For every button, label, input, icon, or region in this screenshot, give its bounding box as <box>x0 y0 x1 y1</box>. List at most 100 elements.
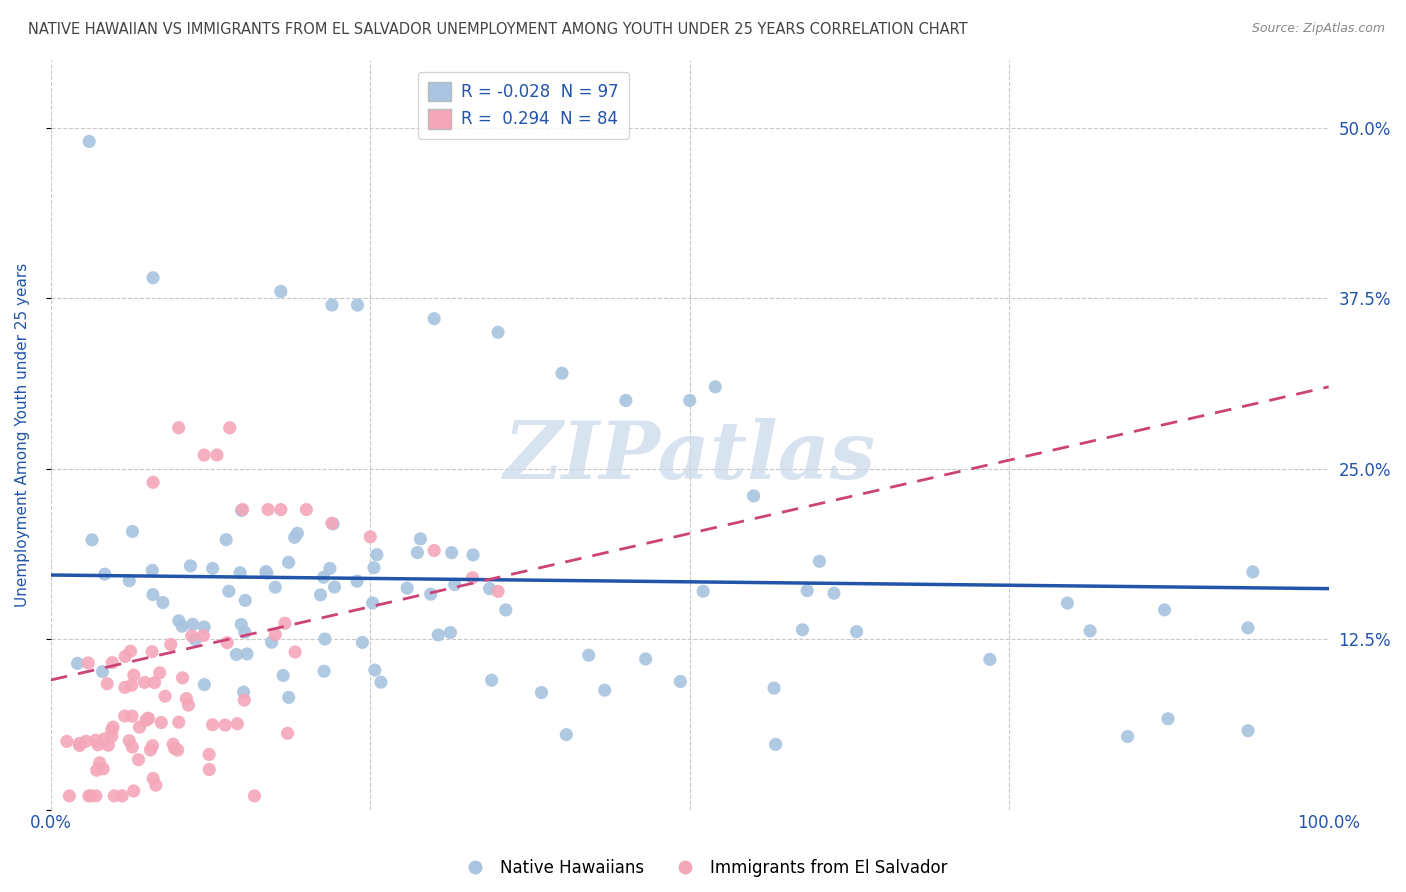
Point <box>111 789 134 803</box>
Point <box>742 489 765 503</box>
Point <box>114 709 136 723</box>
Point <box>1116 730 1139 744</box>
Point <box>101 656 124 670</box>
Point <box>364 663 387 677</box>
Point <box>181 617 204 632</box>
Point <box>254 565 277 579</box>
Point <box>118 733 141 747</box>
Y-axis label: Unemployment Among Youth under 25 years: Unemployment Among Youth under 25 years <box>15 262 30 607</box>
Point <box>679 393 702 408</box>
Point <box>120 644 142 658</box>
Point <box>84 789 107 803</box>
Point <box>361 596 384 610</box>
Point <box>321 516 343 531</box>
Point <box>319 561 342 575</box>
Point <box>461 548 484 562</box>
Point <box>121 524 143 539</box>
Point <box>486 326 509 340</box>
Point <box>75 734 97 748</box>
Point <box>314 632 336 646</box>
Point <box>233 593 256 607</box>
Point <box>277 726 299 740</box>
Point <box>141 645 163 659</box>
Point <box>555 728 578 742</box>
Point <box>284 645 307 659</box>
Point <box>551 366 574 380</box>
Point <box>218 584 240 599</box>
Text: NATIVE HAWAIIAN VS IMMIGRANTS FROM EL SALVADOR UNEMPLOYMENT AMONG YOUTH UNDER 25: NATIVE HAWAIIAN VS IMMIGRANTS FROM EL SA… <box>28 22 967 37</box>
Point <box>97 738 120 752</box>
Point <box>478 582 501 596</box>
Point <box>193 448 215 462</box>
Point <box>141 739 163 753</box>
Point <box>143 675 166 690</box>
Point <box>406 546 429 560</box>
Point <box>87 738 110 752</box>
Point <box>264 627 287 641</box>
Point <box>198 747 221 762</box>
Point <box>136 712 159 726</box>
Point <box>145 778 167 792</box>
Text: ZIPatlas: ZIPatlas <box>503 418 876 496</box>
Point <box>172 619 194 633</box>
Point <box>236 647 259 661</box>
Point <box>295 502 318 516</box>
Point <box>162 737 184 751</box>
Point <box>427 628 450 642</box>
Point <box>481 673 503 688</box>
Point <box>692 584 714 599</box>
Point <box>274 616 297 631</box>
Point <box>423 543 446 558</box>
Point <box>370 675 392 690</box>
Point <box>77 656 100 670</box>
Point <box>1153 603 1175 617</box>
Point <box>226 716 249 731</box>
Point <box>277 555 299 569</box>
Point <box>114 649 136 664</box>
Point <box>634 652 657 666</box>
Point <box>103 789 125 803</box>
Point <box>352 635 374 649</box>
Point <box>322 516 344 531</box>
Point <box>264 580 287 594</box>
Point <box>163 741 186 756</box>
Point <box>233 693 256 707</box>
Legend: Native Hawaiians, Immigrants from El Salvador: Native Hawaiians, Immigrants from El Sal… <box>451 853 955 884</box>
Point <box>231 502 253 516</box>
Point <box>142 588 165 602</box>
Point <box>66 657 89 671</box>
Point <box>231 503 253 517</box>
Point <box>177 698 200 712</box>
Point <box>80 789 103 803</box>
Point <box>67 737 90 751</box>
Point <box>1241 565 1264 579</box>
Point <box>314 665 336 679</box>
Point <box>277 690 299 705</box>
Point <box>152 595 174 609</box>
Point <box>323 580 346 594</box>
Point <box>256 566 278 581</box>
Point <box>122 668 145 682</box>
Point <box>363 560 385 574</box>
Point <box>96 676 118 690</box>
Point <box>149 665 172 680</box>
Point <box>271 668 294 682</box>
Point <box>193 620 215 634</box>
Point <box>86 763 108 777</box>
Point <box>614 393 637 408</box>
Point <box>260 635 283 649</box>
Point <box>56 734 79 748</box>
Point <box>593 683 616 698</box>
Point <box>193 629 215 643</box>
Point <box>101 720 124 734</box>
Point <box>409 532 432 546</box>
Point <box>122 784 145 798</box>
Point <box>270 285 292 299</box>
Point <box>128 720 150 734</box>
Point <box>167 421 190 435</box>
Point <box>284 530 307 544</box>
Point <box>443 577 465 591</box>
Point <box>127 753 149 767</box>
Point <box>232 685 254 699</box>
Point <box>142 772 165 786</box>
